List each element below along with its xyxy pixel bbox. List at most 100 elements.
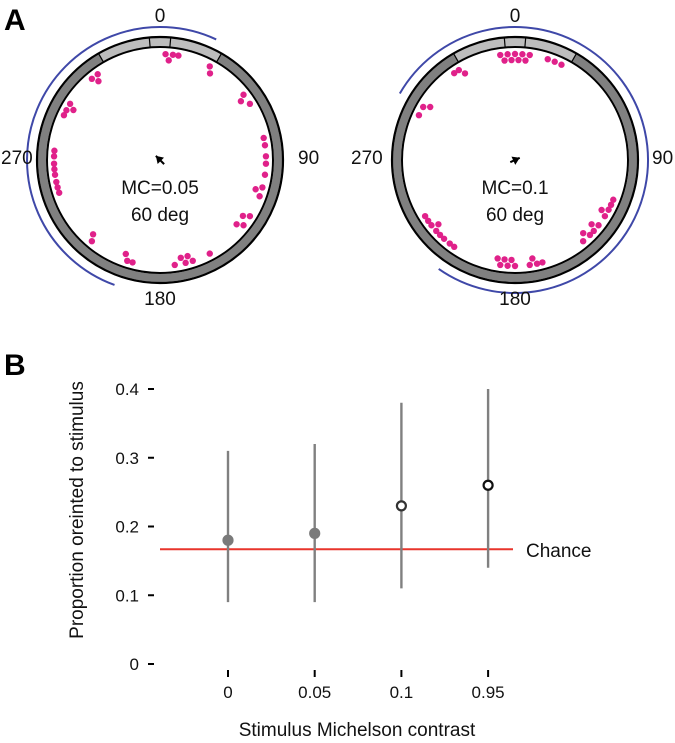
y-tick-label: 0.1	[115, 586, 139, 605]
orientation-point	[446, 240, 453, 247]
orientation-point	[601, 212, 609, 220]
outer-ring	[390, 35, 640, 285]
x-tick-label: 0.1	[390, 683, 414, 702]
orientation-point	[435, 221, 442, 228]
orientation-point	[70, 106, 77, 114]
outer-ring	[35, 35, 285, 285]
ring-segment-divider	[503, 37, 506, 48]
orientation-point	[494, 255, 501, 262]
orientation-point	[501, 57, 508, 64]
orientation-point	[246, 212, 254, 220]
orientation-point	[424, 217, 432, 224]
y-tick-label: 0.2	[115, 518, 139, 537]
orientation-point	[50, 160, 58, 167]
orientation-point	[551, 58, 558, 65]
center-text-angle: 60 deg	[486, 205, 544, 226]
inner-ring	[46, 46, 274, 274]
orientation-point	[579, 238, 587, 245]
orientation-point	[515, 56, 522, 64]
orientation-point	[162, 50, 169, 58]
ring-highlight-segment	[454, 38, 576, 62]
orientation-point	[88, 238, 96, 245]
mean-vector-arrow	[155, 155, 165, 165]
orientation-point	[544, 55, 551, 63]
orientation-point	[239, 212, 247, 220]
ring-highlight-segment	[99, 38, 221, 62]
orientation-point	[55, 189, 63, 196]
orientation-point	[461, 70, 469, 77]
orientation-point	[558, 61, 565, 68]
orientation-point	[177, 254, 184, 262]
data-point	[395, 500, 407, 512]
ring-segment-divider	[148, 37, 151, 48]
orientation-point	[504, 262, 511, 269]
orientation-point	[261, 142, 269, 149]
panel-label-a: A	[4, 4, 26, 37]
circular-spread-arc	[26, 26, 217, 286]
orientation-point	[89, 231, 97, 238]
center-text-contrast: MC=0.1	[481, 178, 548, 199]
orientation-point	[526, 261, 533, 269]
orientation-point	[595, 222, 602, 229]
orientation-point	[175, 52, 182, 59]
polar-plot-mc-005: 0 90 180 270 MC=0.05 60 deg	[1, 6, 319, 310]
angle-label-180: 180	[499, 289, 531, 310]
orientation-point	[504, 51, 511, 58]
x-tick-label: 0.95	[472, 683, 505, 702]
angle-label-270: 270	[1, 148, 33, 169]
orientation-point	[171, 261, 178, 269]
orientation-point	[50, 153, 58, 160]
orientation-point	[433, 227, 440, 235]
orientation-point	[63, 107, 70, 114]
orientation-point	[428, 222, 435, 229]
orientation-point	[427, 103, 434, 111]
x-tick-label: 0	[223, 683, 232, 702]
ring-segment-divider	[215, 53, 223, 63]
orientation-point	[440, 235, 448, 242]
center-text-contrast: MC=0.05	[121, 178, 199, 199]
ring-segment-divider	[524, 37, 527, 48]
orientation-point	[124, 257, 131, 265]
ring-segment-divider	[570, 53, 578, 63]
orientation-point	[455, 66, 463, 74]
orientation-point	[421, 212, 429, 220]
orientation-point	[533, 260, 541, 267]
orientation-point	[51, 147, 58, 154]
inner-ring	[401, 46, 629, 274]
orientation-point	[240, 91, 247, 98]
polar-plot-mc-01: 0 90 180 270 MC=0.1 60 deg	[351, 6, 673, 310]
ring-segment-divider	[169, 37, 172, 48]
orientation-point	[511, 50, 519, 58]
orientation-point	[206, 70, 214, 77]
orientation-point	[451, 69, 458, 77]
y-tick-label: 0.3	[115, 449, 139, 468]
orientation-point	[189, 257, 196, 265]
orientation-point	[522, 57, 529, 64]
orientation-point	[519, 51, 526, 58]
orientation-point	[233, 221, 240, 228]
orientation-point	[54, 184, 61, 191]
orientation-point	[240, 222, 247, 229]
orientation-point	[580, 229, 587, 237]
center-text-angle: 60 deg	[131, 205, 189, 226]
orientation-point	[539, 259, 546, 266]
orientation-point	[60, 112, 68, 119]
orientation-point	[262, 160, 270, 167]
contrast-proportion-chart: Proportion oreinted to stimulus Stimulus…	[67, 380, 592, 741]
orientation-point	[436, 231, 444, 239]
orientation-point	[511, 262, 519, 270]
ring-segment-divider	[452, 53, 460, 63]
data-point	[309, 527, 321, 539]
angle-label-180: 180	[144, 289, 176, 310]
panel-label-b: B	[4, 349, 26, 382]
orientation-point	[182, 259, 189, 267]
orientation-point	[501, 256, 508, 263]
orientation-point	[497, 51, 504, 59]
orientation-point	[261, 171, 269, 178]
angle-label-90: 90	[652, 148, 673, 169]
orientation-point	[122, 250, 129, 258]
orientation-point	[605, 206, 612, 213]
orientation-point	[129, 259, 136, 266]
angle-label-0: 0	[155, 6, 166, 27]
